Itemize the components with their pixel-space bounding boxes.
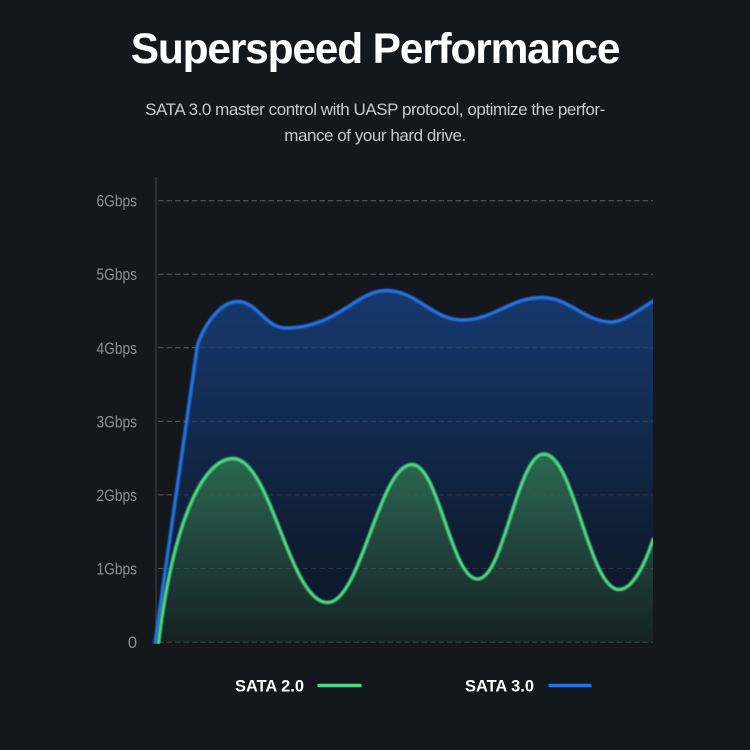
- svg-text:4Gbps: 4Gbps: [97, 340, 138, 358]
- svg-text:SATA 2.0: SATA 2.0: [235, 677, 304, 696]
- svg-text:0: 0: [128, 634, 137, 652]
- svg-text:1Gbps: 1Gbps: [97, 561, 138, 579]
- svg-text:2Gbps: 2Gbps: [97, 487, 138, 505]
- svg-text:3Gbps: 3Gbps: [97, 413, 138, 431]
- svg-text:6Gbps: 6Gbps: [97, 193, 138, 211]
- svg-text:5Gbps: 5Gbps: [97, 266, 138, 284]
- svg-text:SATA 3.0: SATA 3.0: [465, 677, 534, 696]
